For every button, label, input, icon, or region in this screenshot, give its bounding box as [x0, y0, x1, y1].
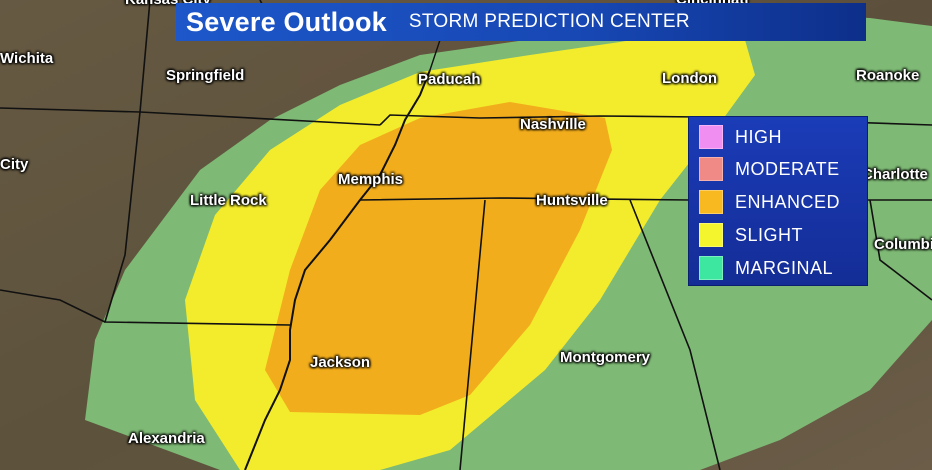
- city-label-montgomery: Montgomery: [560, 349, 650, 366]
- city-label-paducah: Paducah: [418, 71, 481, 88]
- city-label-little-rock: Little Rock: [190, 192, 267, 209]
- legend-swatch-marginal: [699, 256, 723, 280]
- city-label-jackson: Jackson: [310, 354, 371, 371]
- title-main: Severe Outlook: [186, 6, 387, 37]
- enhanced-risk-area: [265, 102, 612, 415]
- city-label-kansas-city: Kansas City: [125, 0, 211, 8]
- legend-label-high: HIGH: [735, 126, 782, 147]
- city-label-memphis: Memphis: [338, 171, 404, 188]
- city-label-london: London: [662, 70, 717, 87]
- legend-label-moderate: MODERATE: [735, 158, 840, 179]
- city-label-huntsville: Huntsville: [536, 192, 608, 209]
- legend-swatch-moderate: [699, 157, 723, 181]
- legend-row-high: HIGH: [699, 125, 782, 149]
- legend-swatch-slight: [699, 223, 723, 247]
- city-label-charlotte: Charlotte: [862, 166, 928, 183]
- legend-row-slight: SLIGHT: [699, 223, 803, 247]
- legend-label-enhanced: ENHANCED: [735, 191, 841, 212]
- title-source: STORM PREDICTION CENTER: [408, 11, 690, 32]
- legend-label-marginal: MARGINAL: [735, 257, 834, 278]
- city-label-wichita: Wichita: [0, 50, 54, 67]
- city-label-city: City: [0, 156, 29, 173]
- legend-label-slight: SLIGHT: [735, 224, 804, 245]
- risk-legend: HIGH MODERATE ENHANCED SLIGHT MARGINAL: [688, 116, 868, 286]
- city-label-springfield: Springfield: [166, 67, 245, 84]
- city-label-columbia: Columbia: [874, 236, 932, 253]
- city-label-nashville: Nashville: [520, 116, 586, 133]
- city-label-alexandria: Alexandria: [128, 430, 205, 447]
- mississippi-river: [244, 69, 431, 470]
- legend-swatch-high: [699, 125, 723, 149]
- legend-row-moderate: MODERATE: [699, 157, 840, 181]
- legend-swatch-enhanced: [699, 190, 723, 214]
- title-bar: Severe Outlook STORM PREDICTION CENTER: [176, 3, 866, 41]
- city-label-roanoke: Roanoke: [856, 67, 920, 84]
- legend-row-marginal: MARGINAL: [699, 256, 833, 280]
- legend-row-enhanced: ENHANCED: [699, 190, 840, 214]
